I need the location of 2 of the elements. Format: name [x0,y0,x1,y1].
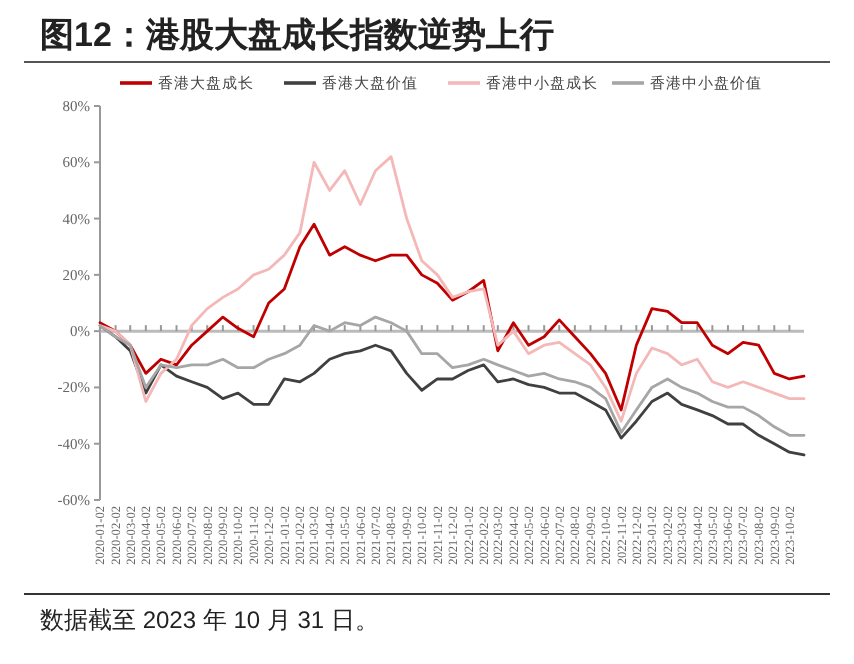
text: 数据截至 2023 年 10 月 31 日。 [40,606,379,634]
title: 图12：港股大盘成长指数逆势上行 [40,16,554,54]
